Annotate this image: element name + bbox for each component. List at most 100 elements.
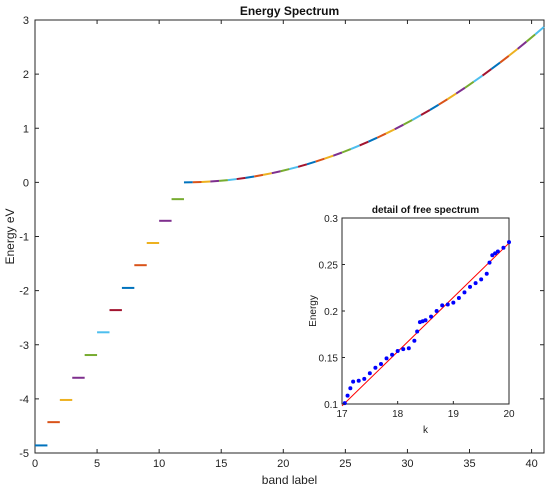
x-tick-label: 35 bbox=[463, 458, 475, 470]
inset-data-point bbox=[487, 260, 492, 265]
y-tick-label: 2 bbox=[23, 69, 29, 81]
free-spectrum-segment bbox=[262, 172, 272, 176]
y-tick-label: -2 bbox=[19, 286, 29, 298]
inset-reference-line bbox=[341, 242, 510, 407]
main-y-ticks: -5 -4 -3 -2 -1 0 1 2 3 bbox=[19, 15, 544, 460]
free-spectrum-segment bbox=[254, 173, 264, 178]
free-spectrum-segment bbox=[490, 61, 501, 70]
inset-y-tick-label: 0.2 bbox=[324, 307, 338, 318]
free-spectrum-segment bbox=[324, 154, 334, 160]
inset-x-tick-label: 19 bbox=[448, 409, 460, 420]
inset-x-tick-label: 18 bbox=[392, 409, 404, 420]
free-spectrum-segment bbox=[385, 128, 396, 135]
inset-data-point bbox=[484, 271, 489, 276]
inset-data-point bbox=[462, 290, 467, 295]
inset-x-axis-label: k bbox=[423, 425, 429, 436]
x-tick-label: 10 bbox=[153, 458, 165, 470]
free-spectrum-segment bbox=[446, 92, 457, 101]
inset-data-point bbox=[384, 356, 389, 361]
free-spectrum-segment bbox=[245, 175, 255, 179]
inset-data-point bbox=[406, 346, 411, 351]
main-data-marks bbox=[35, 26, 545, 447]
inset-data-point bbox=[423, 318, 428, 323]
x-tick-label: 25 bbox=[339, 458, 351, 470]
y-tick-label: 1 bbox=[23, 123, 29, 135]
free-spectrum-segment bbox=[394, 123, 404, 131]
free-spectrum-segment bbox=[411, 114, 422, 121]
free-spectrum-segment bbox=[210, 179, 220, 183]
inset-data-point bbox=[362, 376, 367, 381]
inset-y-tick-label: 0.1 bbox=[324, 400, 338, 411]
inset-data-point bbox=[415, 329, 420, 334]
inset-data-point bbox=[456, 295, 461, 300]
inset-y-axis-label: Energy bbox=[308, 295, 319, 327]
free-spectrum-segment bbox=[367, 136, 378, 143]
free-spectrum-segment bbox=[306, 160, 316, 166]
free-spectrum-segment bbox=[438, 98, 448, 106]
free-spectrum-segment bbox=[280, 168, 290, 173]
main-x-axis-label: band label bbox=[262, 473, 317, 487]
inset-y-ticks: 0.1 0.15 0.2 0.25 0.3 bbox=[319, 214, 345, 411]
free-spectrum-segment bbox=[508, 48, 519, 57]
inset-data-point bbox=[373, 365, 378, 370]
free-spectrum-segment bbox=[464, 80, 475, 89]
free-spectrum-segment bbox=[332, 151, 343, 157]
free-spectrum-segment bbox=[376, 132, 387, 139]
x-tick-label: 30 bbox=[401, 458, 413, 470]
inset-data-point bbox=[495, 249, 500, 254]
inset-y-tick-label: 0.15 bbox=[319, 354, 339, 365]
x-tick-label: 0 bbox=[32, 458, 38, 470]
inset-y-tick-label: 0.3 bbox=[324, 214, 338, 225]
inset-data-point bbox=[351, 379, 356, 384]
inset-data-point bbox=[356, 378, 361, 383]
x-tick-label: 15 bbox=[215, 458, 227, 470]
x-tick-label: 20 bbox=[277, 458, 289, 470]
inset-chart-title: detail of free spectrum bbox=[372, 205, 479, 216]
inset-data-point bbox=[395, 348, 400, 353]
main-y-axis-label: Energy eV bbox=[3, 208, 17, 264]
inset-x-tick-label: 20 bbox=[503, 409, 515, 420]
y-tick-label: -4 bbox=[19, 394, 29, 406]
free-spectrum-segment bbox=[481, 68, 492, 77]
free-spectrum-segment bbox=[350, 144, 360, 151]
free-spectrum-segment bbox=[341, 148, 352, 154]
inset-data-point bbox=[367, 371, 372, 376]
free-spectrum-segment bbox=[525, 33, 536, 43]
free-spectrum-segment bbox=[271, 170, 281, 175]
free-spectrum-segment bbox=[289, 165, 299, 171]
main-chart-title: Energy Spectrum bbox=[240, 4, 339, 18]
inset-y-tick-label: 0.25 bbox=[319, 261, 339, 272]
free-spectrum-segment bbox=[517, 40, 528, 50]
inset-x-tick-label: 17 bbox=[336, 409, 348, 420]
free-spectrum-segment bbox=[473, 74, 484, 83]
y-tick-label: 3 bbox=[23, 15, 29, 27]
free-spectrum-segment bbox=[499, 54, 510, 64]
y-tick-label: 0 bbox=[23, 177, 29, 189]
inset-data-point bbox=[378, 362, 383, 367]
inset-data-point bbox=[390, 352, 395, 357]
inset-data-point bbox=[468, 284, 473, 289]
inset-axes-frame bbox=[341, 217, 510, 405]
free-spectrum-segment bbox=[315, 157, 325, 163]
inset-data-point bbox=[401, 347, 406, 352]
inset-data-point bbox=[345, 393, 350, 398]
inset-data-point bbox=[440, 303, 445, 308]
inset-data-point bbox=[445, 302, 450, 307]
free-spectrum-segment bbox=[236, 176, 246, 181]
inset-data-point bbox=[473, 281, 478, 286]
free-spectrum-segment bbox=[219, 179, 228, 182]
inset-data-point bbox=[412, 338, 417, 343]
free-spectrum-segment bbox=[429, 103, 440, 111]
free-spectrum-segment bbox=[420, 109, 431, 116]
inset-data-point bbox=[501, 245, 506, 250]
free-spectrum-segment bbox=[227, 178, 237, 182]
free-spectrum-segment bbox=[297, 163, 308, 168]
main-x-ticks: 0 5 10 15 20 25 30 35 40 bbox=[32, 20, 538, 470]
free-spectrum-segment bbox=[359, 140, 369, 147]
inset-data-point bbox=[429, 314, 434, 319]
x-tick-label: 5 bbox=[94, 458, 100, 470]
x-tick-label: 40 bbox=[525, 458, 537, 470]
inset-data-point bbox=[479, 277, 484, 282]
